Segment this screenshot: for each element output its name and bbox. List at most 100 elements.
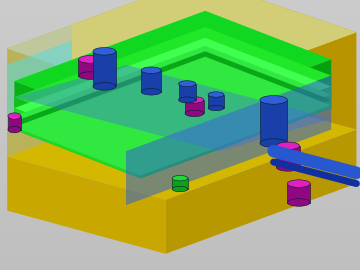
- Ellipse shape: [208, 105, 224, 111]
- Bar: [0, 54, 360, 59]
- Polygon shape: [126, 76, 331, 205]
- Bar: [0, 178, 360, 184]
- Ellipse shape: [179, 81, 196, 87]
- Bar: [0, 5, 360, 11]
- Ellipse shape: [78, 72, 102, 79]
- Bar: [0, 97, 360, 103]
- Bar: [0, 43, 360, 49]
- Bar: [0, 70, 360, 76]
- Polygon shape: [14, 108, 140, 178]
- Bar: [0, 243, 360, 248]
- Polygon shape: [7, 86, 356, 200]
- Bar: [0, 232, 360, 238]
- Bar: [0, 221, 360, 227]
- Bar: [0, 49, 360, 54]
- Ellipse shape: [8, 126, 21, 133]
- Bar: [0, 265, 360, 270]
- Ellipse shape: [287, 180, 310, 187]
- Polygon shape: [185, 100, 204, 113]
- Polygon shape: [179, 84, 196, 100]
- Bar: [0, 32, 360, 38]
- Polygon shape: [14, 97, 140, 178]
- Ellipse shape: [260, 139, 287, 147]
- Bar: [0, 227, 360, 232]
- Polygon shape: [93, 51, 116, 86]
- Bar: [0, 205, 360, 211]
- Polygon shape: [172, 178, 188, 189]
- Bar: [0, 211, 360, 216]
- Polygon shape: [166, 130, 356, 254]
- Polygon shape: [141, 70, 161, 92]
- Bar: [0, 248, 360, 254]
- Bar: [0, 22, 360, 27]
- Bar: [0, 11, 360, 16]
- Bar: [0, 167, 360, 173]
- Polygon shape: [7, 24, 72, 157]
- Bar: [0, 124, 360, 130]
- Bar: [0, 103, 360, 108]
- Polygon shape: [14, 38, 331, 157]
- Ellipse shape: [141, 89, 161, 95]
- Ellipse shape: [287, 199, 310, 206]
- Ellipse shape: [93, 48, 116, 55]
- Bar: [0, 194, 360, 200]
- Polygon shape: [7, 157, 166, 254]
- Bar: [0, 200, 360, 205]
- Polygon shape: [14, 57, 331, 176]
- Bar: [0, 135, 360, 140]
- Ellipse shape: [276, 142, 300, 150]
- Polygon shape: [14, 51, 331, 170]
- Bar: [0, 113, 360, 119]
- Polygon shape: [7, 40, 72, 119]
- Bar: [0, 157, 360, 162]
- Ellipse shape: [78, 56, 102, 63]
- Ellipse shape: [93, 83, 116, 90]
- Polygon shape: [287, 184, 310, 202]
- Polygon shape: [78, 59, 102, 76]
- Polygon shape: [140, 59, 331, 178]
- Polygon shape: [14, 65, 331, 151]
- Polygon shape: [276, 146, 300, 167]
- Bar: [0, 184, 360, 189]
- Bar: [0, 38, 360, 43]
- Polygon shape: [208, 94, 224, 108]
- Bar: [0, 151, 360, 157]
- Polygon shape: [8, 116, 21, 130]
- Bar: [0, 81, 360, 86]
- Ellipse shape: [260, 96, 287, 104]
- Bar: [0, 216, 360, 221]
- Polygon shape: [198, 0, 356, 130]
- Bar: [0, 27, 360, 32]
- Ellipse shape: [8, 113, 21, 119]
- Polygon shape: [260, 100, 287, 143]
- Ellipse shape: [276, 164, 300, 171]
- Bar: [0, 146, 360, 151]
- Ellipse shape: [185, 110, 204, 117]
- Polygon shape: [7, 0, 356, 103]
- Polygon shape: [140, 86, 331, 178]
- Bar: [0, 259, 360, 265]
- Ellipse shape: [172, 186, 188, 192]
- Polygon shape: [7, 0, 198, 157]
- Bar: [0, 254, 360, 259]
- Bar: [0, 108, 360, 113]
- Bar: [0, 76, 360, 81]
- Ellipse shape: [208, 92, 224, 97]
- Bar: [0, 119, 360, 124]
- Bar: [0, 0, 360, 5]
- Bar: [0, 92, 360, 97]
- Bar: [0, 130, 360, 135]
- Bar: [0, 16, 360, 22]
- Polygon shape: [7, 0, 356, 103]
- Bar: [0, 65, 360, 70]
- Bar: [0, 59, 360, 65]
- Bar: [0, 173, 360, 178]
- Bar: [0, 162, 360, 167]
- Polygon shape: [14, 27, 331, 146]
- Bar: [0, 238, 360, 243]
- Polygon shape: [14, 46, 331, 165]
- Ellipse shape: [172, 176, 188, 181]
- Bar: [0, 86, 360, 92]
- Ellipse shape: [141, 67, 161, 73]
- Polygon shape: [140, 76, 331, 178]
